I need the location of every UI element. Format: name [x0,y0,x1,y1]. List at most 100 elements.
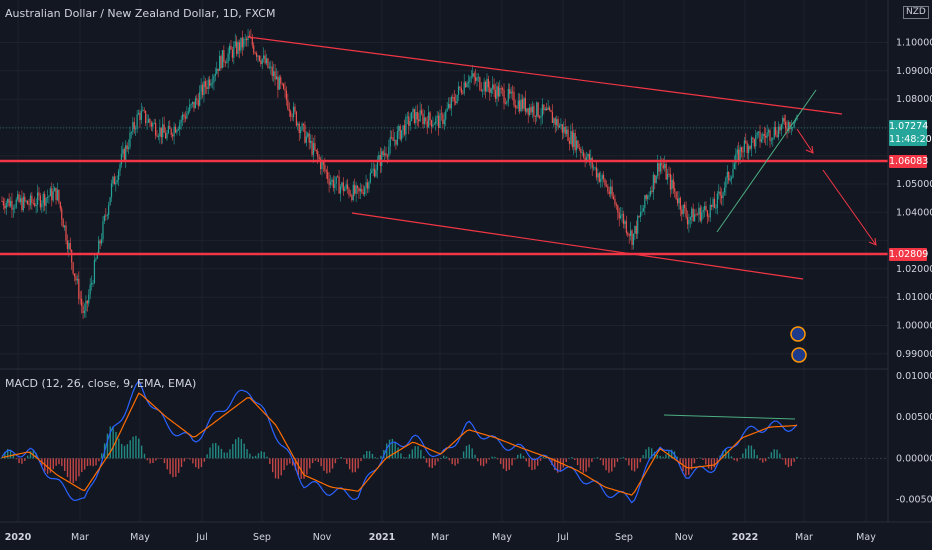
signal-line [1,392,798,496]
channel-lower-line[interactable] [351,212,804,280]
candle-body [167,126,169,134]
candle-body [334,183,336,188]
candle-body [159,127,161,137]
candle-body [125,145,127,160]
candle-body [337,176,339,178]
price-candles [1,28,798,320]
macd-hist-bar [4,451,6,459]
candle-body [152,123,154,127]
candle-body [736,149,738,154]
candle-body [584,157,586,162]
candle-body [543,104,545,111]
drawings[interactable] [0,36,888,280]
resistance-price-badge: 1.06083 [889,155,929,168]
candle-body [696,214,699,216]
price-axis-bg[interactable] [888,0,932,550]
event-icons[interactable] [790,326,807,363]
candle-body [329,182,332,185]
currency-label[interactable]: NZD [903,6,929,19]
macd-hist-bar [784,458,787,465]
macd-hist-bar [92,458,94,467]
candle-body [416,112,418,120]
candle-body [332,179,334,188]
macd-hist-bar [699,457,701,459]
candle-body [369,172,371,183]
projection-arrow-1[interactable] [796,128,814,154]
candle-body [605,185,608,187]
candle-body [772,137,774,140]
macd-hist-bar [269,458,271,465]
flag-event-icon[interactable] [790,326,806,342]
candle-body [62,219,64,228]
macd-hist-bar [690,458,693,470]
candle-body [587,154,589,158]
macd-hist-bar [340,457,342,459]
macd-hist-bar [21,458,23,464]
rising-trendline[interactable] [716,89,817,233]
candle-body [321,161,323,170]
candle-body [174,126,177,133]
candle-body [678,197,680,204]
macd-hist-bar [576,458,579,466]
macd-hist-bar [109,426,111,459]
macd-hist-bar [348,458,351,470]
candle-body [647,195,649,199]
time-tick-label: Mar [431,532,449,543]
candle-body [469,77,471,82]
macd-divergence-line[interactable] [663,414,796,420]
macd-hist-bar [722,450,724,459]
grid-lines [0,0,888,522]
candle-body [726,171,728,178]
candle-body [292,106,295,118]
candle-body [716,193,718,208]
candle-body [759,131,761,142]
candle-body [275,76,278,80]
candle-body [713,198,716,208]
candle-body [638,216,640,217]
candle-body [715,207,717,209]
macd-hist-bar [155,458,157,461]
macd-hist-bar [696,458,698,459]
macd-hist-bar [650,448,653,459]
candle-body [698,207,700,215]
candle-body [470,76,472,78]
candle-body [355,185,357,194]
macd-hist-bar [249,453,251,459]
candle-body [514,105,517,108]
candle-body [436,115,438,118]
macd-hist-bar [172,458,174,478]
candle-body [88,294,90,304]
candle-body [669,173,672,190]
candle-body [418,119,420,122]
candle-body [143,110,145,111]
candle-body [412,108,414,113]
projection-arrow-2[interactable] [822,169,877,246]
candle-body [164,132,167,139]
candle-body [288,109,290,112]
candle-body [533,106,535,116]
candle-body [4,205,6,209]
candle-body [18,194,20,202]
candle-body [689,217,691,220]
macd-hist-bar [531,458,533,471]
macd-hist-bar [631,458,633,471]
candle-body [409,121,411,126]
macd-hist-bar [462,451,465,459]
candle-body [516,107,518,109]
macd-hist-bar [317,458,319,463]
macd-hist-bar [337,458,339,459]
time-axis-labels: 2020 Mar May Jul Sep Nov 2021 Mar May Jul Sep Nov 20… [5,532,876,543]
candle-body [133,122,135,129]
candle-body [17,194,19,200]
candle-body [600,179,602,182]
candle-body [753,139,755,147]
candle-body [615,204,617,206]
candle-body [36,192,39,205]
candle-body [476,77,478,81]
flag-event-icon[interactable] [791,347,807,363]
macd-hist-bar [628,458,630,466]
channel-upper-line[interactable] [247,36,843,115]
macd-title: MACD (12, 26, close, 9, EMA, EMA) [5,377,197,390]
candle-body [652,174,654,193]
